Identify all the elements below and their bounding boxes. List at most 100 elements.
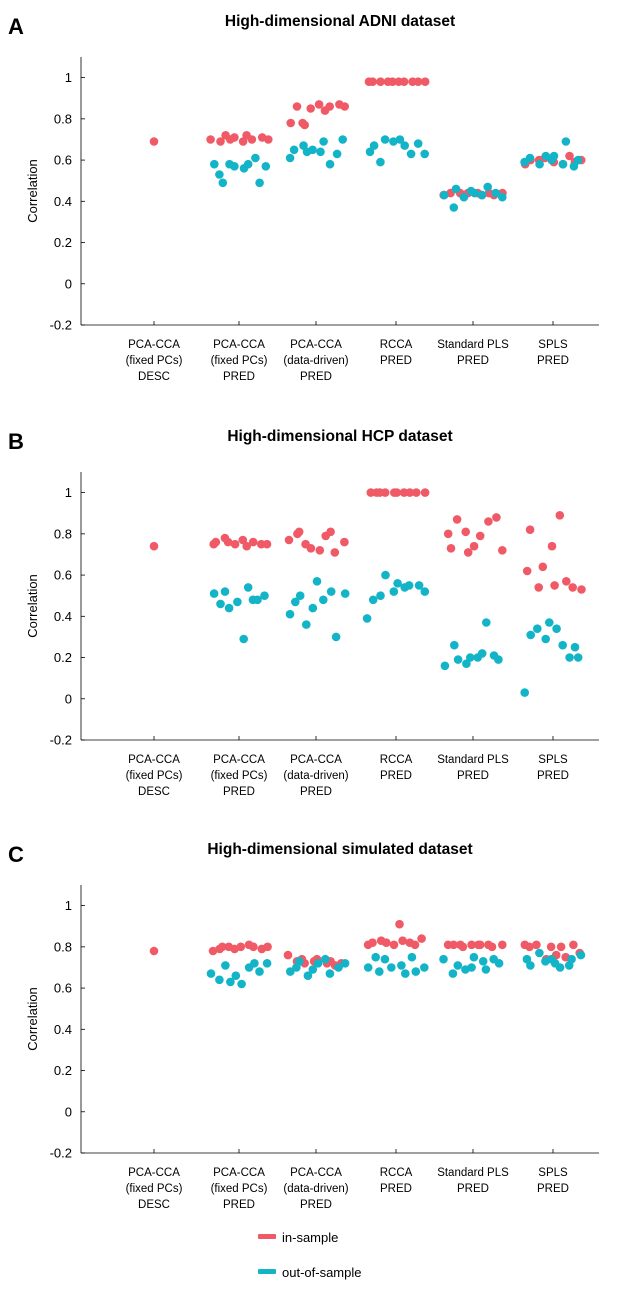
in-sample-point (569, 940, 578, 950)
out-of-sample-point (406, 149, 416, 159)
x-tick-label: Standard PLS (437, 339, 509, 351)
in-sample-point (306, 544, 316, 553)
out-of-sample-point (573, 155, 583, 165)
out-of-sample-point (286, 967, 295, 976)
y-axis-label: Correlation (25, 159, 40, 223)
y-tick-label: 0.4 (54, 1022, 72, 1037)
out-of-sample-point (316, 147, 325, 157)
out-of-sample-point (401, 969, 410, 978)
in-sample-point (534, 583, 543, 592)
y-tick-label: -0.2 (50, 733, 72, 748)
y-tick-label: 0.8 (54, 111, 72, 126)
chart-title: High-dimensional HCP dataset (227, 428, 452, 445)
y-tick-label: 0.4 (54, 194, 72, 209)
in-sample-point (469, 541, 479, 551)
in-sample-point (368, 77, 377, 86)
out-of-sample-point (260, 591, 269, 600)
out-of-sample-point (477, 649, 487, 658)
out-of-sample-point (491, 188, 501, 198)
in-sample-point (461, 527, 471, 537)
out-of-sample-point (340, 959, 350, 968)
in-sample-point (525, 525, 535, 534)
out-of-sample-point (450, 640, 459, 650)
out-of-sample-point (332, 149, 342, 159)
out-of-sample-point (470, 188, 479, 198)
out-of-sample-point (376, 591, 385, 600)
out-of-sample-point (312, 577, 322, 586)
out-of-sample-point (414, 581, 424, 590)
in-sample-point (236, 942, 246, 952)
out-of-sample-point (326, 587, 336, 596)
out-of-sample-point (494, 655, 503, 664)
out-of-sample-point (285, 153, 295, 163)
in-sample-point (223, 537, 233, 547)
x-tick-label: Standard PLS (437, 754, 509, 766)
x-tick-label: PRED (457, 1183, 489, 1195)
out-of-sample-point (400, 141, 410, 150)
in-sample-point (300, 120, 310, 130)
x-tick-label: PRED (300, 786, 332, 798)
in-sample-point (392, 488, 402, 497)
in-sample-point (458, 942, 468, 952)
out-of-sample-point (448, 969, 458, 978)
in-sample-point (410, 940, 420, 950)
out-of-sample-point (411, 967, 421, 976)
in-sample-point (538, 562, 548, 572)
out-of-sample-point (467, 963, 476, 972)
in-sample-point (292, 102, 302, 111)
out-of-sample-point (389, 137, 398, 146)
x-tick-label: Standard PLS (437, 1167, 509, 1179)
out-of-sample-point (325, 969, 335, 978)
in-sample-point (547, 541, 557, 551)
in-sample-point (498, 546, 507, 555)
in-sample-point (315, 546, 325, 555)
in-sample-point (208, 946, 218, 956)
in-sample-point (211, 537, 221, 547)
x-tick-label: PRED (380, 355, 412, 367)
out-of-sample-point (462, 659, 471, 668)
in-sample-point (294, 527, 304, 537)
in-sample-point (577, 585, 586, 594)
in-sample-point (562, 577, 571, 586)
in-sample-point (395, 919, 404, 929)
out-of-sample-point (558, 159, 568, 169)
in-sample-point (452, 515, 462, 524)
in-sample-point (398, 936, 407, 945)
out-of-sample-point (380, 135, 390, 144)
x-tick-label: PCA-CCA (290, 1167, 342, 1179)
x-tick-label: PRED (537, 355, 569, 367)
out-of-sample-point (221, 961, 230, 970)
in-sample-point (492, 513, 501, 522)
in-sample-point (242, 541, 251, 551)
x-tick-label: SPLS (538, 339, 568, 351)
chart-panels: A High-dimensional ADNI dataset 1 0.8 0.6 0.4… (8, 13, 599, 1211)
out-of-sample-point (243, 583, 253, 592)
out-of-sample-point (482, 618, 491, 627)
out-of-sample-point (420, 587, 430, 596)
out-of-sample-point (558, 640, 567, 650)
in-sample-point (325, 102, 335, 111)
out-of-sample-point (340, 589, 350, 598)
in-sample-point (376, 77, 385, 86)
y-axis-label: Correlation (25, 574, 40, 638)
out-of-sample-point (449, 203, 459, 212)
out-of-sample-point (477, 190, 487, 200)
out-of-sample-point (210, 159, 219, 169)
out-of-sample-point (397, 961, 406, 970)
out-of-sample-point (555, 963, 565, 972)
chart-panel-b: B High-dimensional HCP dataset 1 0.8 0.6 0.4 0… (8, 428, 599, 798)
in-sample-point (368, 938, 377, 947)
y-tick-label: -0.2 (50, 318, 72, 333)
in-sample-point (340, 537, 349, 547)
out-of-sample-point (389, 587, 399, 596)
chart-title: High-dimensional ADNI dataset (225, 13, 455, 30)
x-tick-label: RCCA (380, 339, 413, 351)
out-of-sample-point (308, 145, 317, 155)
out-of-sample-point (393, 579, 402, 588)
out-of-sample-point (570, 642, 580, 652)
out-of-sample-point (520, 688, 529, 697)
y-tick-label: 0 (65, 276, 72, 291)
out-of-sample-point (308, 965, 318, 974)
y-tick-label: 0.2 (54, 1063, 72, 1078)
y-tick-label: -0.2 (50, 1146, 72, 1161)
